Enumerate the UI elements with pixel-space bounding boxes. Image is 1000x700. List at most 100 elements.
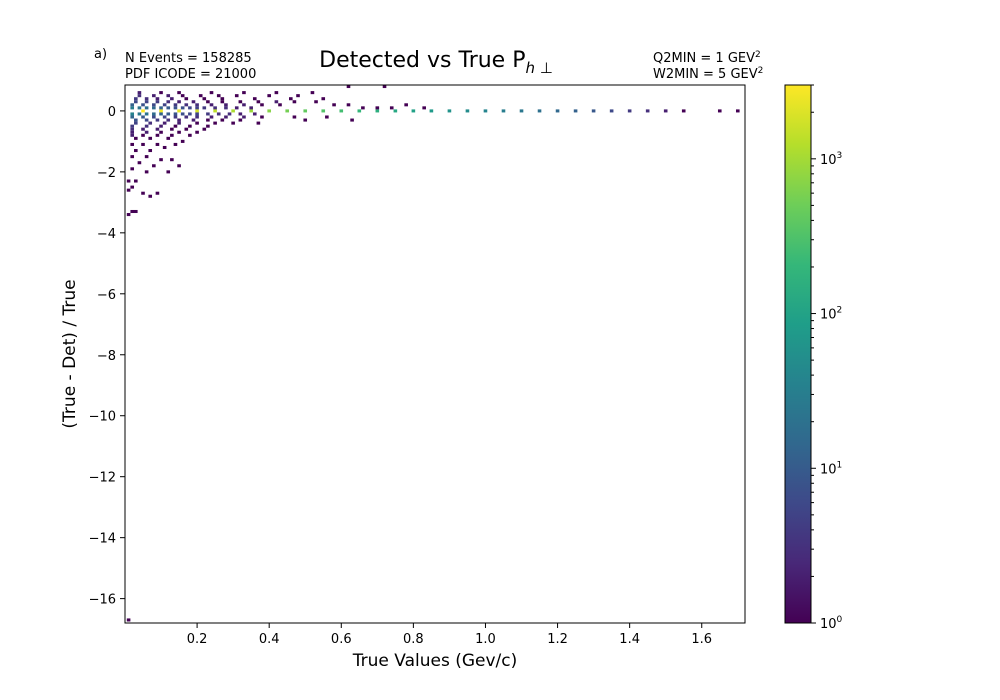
heatmap-cell (382, 85, 387, 89)
heatmap-cell (166, 136, 171, 140)
heatmap-cell (389, 106, 394, 110)
y-tick-label: −2 (97, 166, 116, 181)
heatmap-cell (195, 109, 199, 113)
heatmap-cell (234, 94, 239, 98)
heatmap-cell (393, 109, 398, 113)
heatmap-cell (130, 115, 135, 119)
heatmap-cell (144, 130, 149, 134)
heatmap-cell (209, 91, 214, 95)
colorbar-frame (784, 84, 812, 624)
heatmap-cell (519, 109, 524, 113)
heatmap-cell (717, 109, 722, 113)
heatmap-cell (483, 109, 488, 113)
heatmap-cell (152, 112, 156, 116)
info-q2min: Q2MIN = 1 GEV2 (653, 50, 761, 66)
heatmap-cell (180, 139, 185, 143)
heatmap-cell (173, 112, 178, 116)
heatmap-cell (166, 94, 171, 98)
heatmap-cell (184, 127, 189, 131)
heatmap-cell (220, 97, 225, 101)
heatmap-cell (238, 118, 243, 122)
heatmap-cell (173, 103, 178, 107)
heatmap-cell (292, 115, 297, 119)
heatmap-cell (346, 103, 351, 107)
heatmap-cell (148, 149, 153, 153)
heatmap-cell (274, 100, 279, 104)
heatmap-cell (285, 109, 290, 113)
heatmap-cell (166, 118, 171, 122)
heatmap-cell (177, 118, 181, 122)
x-tick-label: 0.6 (331, 632, 352, 647)
heatmap-cell (202, 97, 207, 101)
heatmap-cell (144, 170, 149, 174)
heatmap-cell (303, 109, 308, 113)
heatmap-cell (166, 106, 171, 110)
heatmap-cell (180, 94, 185, 98)
heatmap-cell (134, 136, 138, 140)
heatmap-cell (260, 115, 264, 119)
heatmap-cell (238, 112, 243, 116)
heatmap-cell (267, 94, 271, 98)
heatmap-cell (213, 106, 217, 110)
y-tick-label: −12 (89, 471, 116, 486)
y-tick-label: −10 (89, 410, 116, 425)
heatmap-cell (130, 155, 135, 159)
heatmap-cell (130, 112, 135, 116)
heatmap-cell (224, 103, 228, 107)
heatmap-cell (206, 118, 210, 122)
heatmap-cell (242, 91, 246, 95)
heatmap-cell (220, 118, 225, 122)
heatmap-cell (213, 109, 217, 113)
heatmap-cell (256, 100, 261, 104)
heatmap-cell (152, 106, 156, 110)
heatmap-cell (134, 149, 138, 153)
heatmap-cell (137, 112, 142, 116)
heatmap-cell (404, 103, 408, 107)
heatmap-cell (274, 91, 279, 95)
x-tick-label: 1.2 (547, 632, 568, 647)
heatmap-cell (144, 124, 149, 128)
heatmap-cell (663, 109, 668, 113)
heatmap-cell (537, 109, 542, 113)
heatmap-cell (141, 127, 145, 131)
heatmap-cell (155, 133, 160, 137)
heatmap-cell (159, 106, 163, 110)
plot-frame (124, 84, 746, 624)
heatmap-cell (130, 106, 135, 110)
heatmap-cell (134, 100, 138, 104)
heatmap-cell (148, 121, 153, 125)
heatmap-cell (184, 115, 189, 119)
heatmap-cell (234, 106, 239, 110)
heatmap-cell (170, 133, 174, 137)
heatmap-cell (501, 109, 506, 113)
heatmap-cell (141, 103, 145, 107)
heatmap-cell (231, 121, 235, 125)
heatmap-cell (141, 133, 145, 137)
heatmap-cell (130, 185, 135, 189)
heatmap-cell (591, 109, 596, 113)
heatmap-cell (321, 109, 326, 113)
heatmap-cell (191, 100, 196, 104)
x-tick-label: 0.2 (187, 632, 208, 647)
colorbar-ticks: 100 101 102 103 (811, 84, 843, 632)
heatmap-cell (350, 118, 354, 122)
heatmap-cell (249, 106, 253, 110)
heatmap-cell (188, 124, 192, 128)
heatmap-cell (137, 161, 142, 165)
heatmap-cell (162, 121, 167, 125)
heatmap-cell (141, 109, 145, 113)
heatmap-cell (159, 109, 163, 113)
heatmap-cell (206, 124, 210, 128)
heatmap-cell (166, 170, 171, 174)
heatmap-cells (126, 85, 740, 622)
heatmap-cell (555, 109, 560, 113)
y-tick-label: −8 (97, 349, 116, 364)
heatmap-cell (198, 94, 203, 98)
heatmap-cell (170, 97, 174, 101)
heatmap-cell (130, 103, 135, 107)
heatmap-cell (155, 97, 160, 101)
heatmap-cell (134, 179, 138, 183)
heatmap-cell (130, 209, 135, 214)
heatmap-cell (134, 118, 138, 122)
